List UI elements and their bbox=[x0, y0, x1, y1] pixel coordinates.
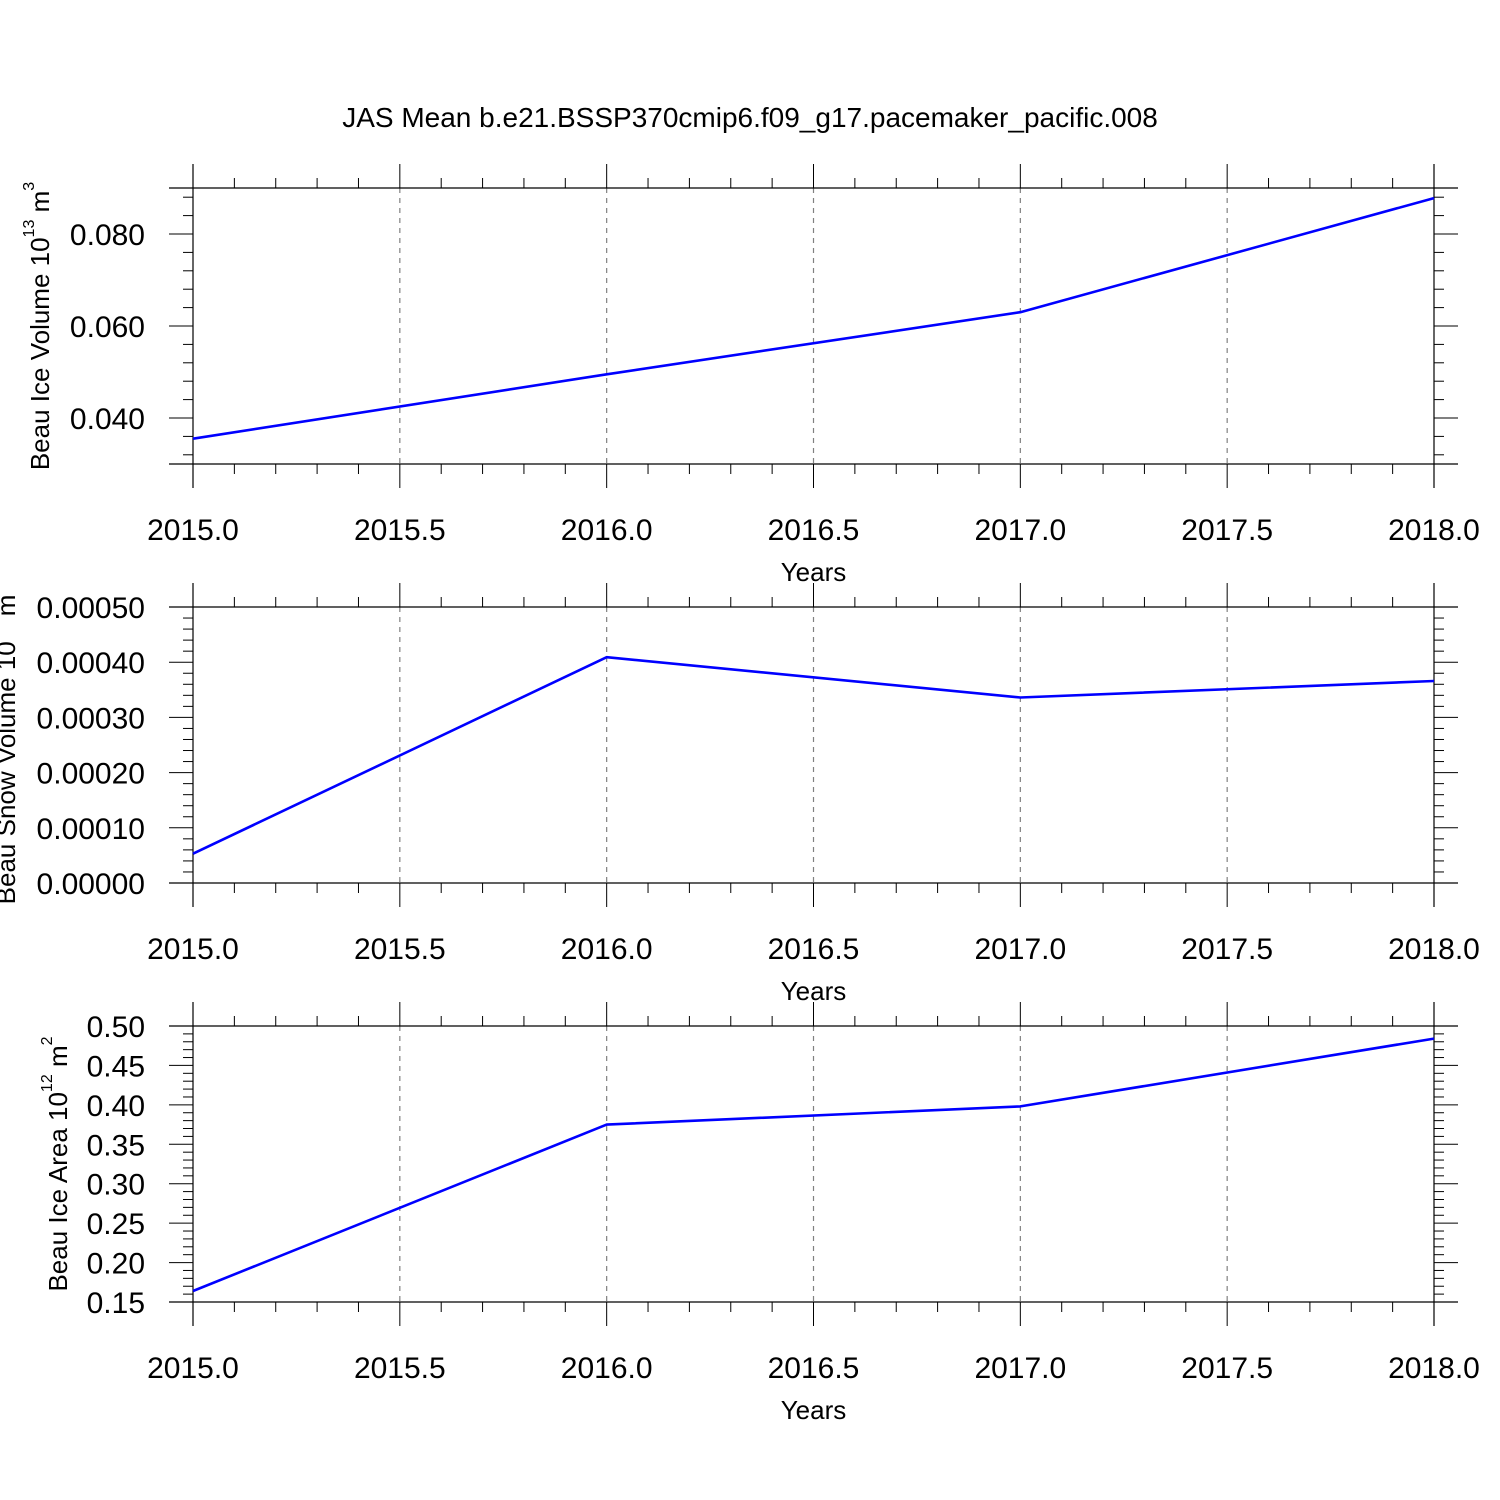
data-line bbox=[192, 196, 1435, 440]
x-axis-label: Years bbox=[781, 557, 847, 587]
y-axis-label: Beau Ice Volume 1013 m3 bbox=[21, 182, 55, 470]
x-tick-label: 2016.0 bbox=[561, 933, 653, 966]
y-tick-label: 0.00030 bbox=[37, 702, 145, 735]
y-tick-label: 0.45 bbox=[87, 1050, 145, 1083]
chart-panel-3: 2015.0 2015.5 2016.0 2016.5 2017.0 2017.5 2018… bbox=[39, 1002, 1480, 1425]
y-tick-label: 0.15 bbox=[87, 1287, 145, 1320]
y-tick-label: 0.060 bbox=[70, 311, 145, 344]
x-tick-label: 2015.5 bbox=[354, 933, 446, 966]
y-axis-label-part: Beau Snow Volume 10 bbox=[0, 641, 21, 904]
y-tick-label: 0.25 bbox=[87, 1208, 145, 1241]
y-tick-label: 0.080 bbox=[70, 219, 145, 252]
x-tick-label: 2016.0 bbox=[561, 514, 653, 547]
y-axis-label-part: 12 bbox=[39, 1074, 56, 1092]
x-tick-label: 2016.5 bbox=[768, 1352, 860, 1385]
y-axis-label: Beau Snow Volume 1013 m3 bbox=[0, 586, 21, 905]
y-axis-label-part: Beau Ice Volume 10 bbox=[25, 237, 55, 470]
x-tick-label: 2017.5 bbox=[1181, 1352, 1273, 1385]
x-tick-label: 2018.0 bbox=[1388, 1352, 1480, 1385]
y-tick-label: 0.00050 bbox=[37, 592, 145, 625]
y-tick-label: 0.040 bbox=[70, 403, 145, 436]
x-tick-label: 2017.0 bbox=[974, 514, 1066, 547]
x-tick-label: 2015.5 bbox=[354, 1352, 446, 1385]
x-tick-label: 2016.5 bbox=[768, 933, 860, 966]
y-tick-label: 0.30 bbox=[87, 1169, 145, 1202]
y-axis-label: Beau Ice Area 1012 m2 bbox=[39, 1036, 73, 1291]
x-tick-label: 2018.0 bbox=[1388, 514, 1480, 547]
x-tick-label: 2015.5 bbox=[354, 514, 446, 547]
chart-panel-1: 2015.0 2015.5 2016.0 2016.5 2017.0 2017.5 2018… bbox=[21, 164, 1480, 587]
x-axis-label: Years bbox=[781, 1395, 847, 1425]
x-tick-label: 2017.0 bbox=[974, 933, 1066, 966]
y-tick-label: 0.00000 bbox=[37, 868, 145, 901]
x-tick-label: 2017.0 bbox=[974, 1352, 1066, 1385]
y-axis-label-part: m bbox=[25, 191, 55, 220]
y-tick-label: 0.50 bbox=[87, 1011, 145, 1044]
y-tick-label: 0.00040 bbox=[37, 647, 145, 680]
x-tick-label: 2016.0 bbox=[561, 1352, 653, 1385]
x-tick-label: 2018.0 bbox=[1388, 933, 1480, 966]
y-tick-label: 0.00020 bbox=[37, 758, 145, 791]
x-tick-label: 2015.0 bbox=[147, 1352, 239, 1385]
y-axis-label-part: m bbox=[43, 1045, 73, 1074]
chart-panel-2: 2015.0 2015.5 2016.0 2016.5 2017.0 2017.5 2018… bbox=[0, 583, 1480, 1006]
y-tick-label: 0.00010 bbox=[37, 813, 145, 846]
x-tick-label: 2016.5 bbox=[768, 514, 860, 547]
x-tick-label: 2015.0 bbox=[147, 514, 239, 547]
y-axis-label-part: 13 bbox=[0, 623, 4, 641]
y-axis-label-part: 2 bbox=[39, 1036, 56, 1045]
data-line bbox=[192, 1037, 1435, 1293]
y-axis-label-part: Beau Ice Area 10 bbox=[43, 1092, 73, 1291]
y-axis-label-part: 3 bbox=[0, 586, 4, 595]
x-axis-label: Years bbox=[781, 976, 847, 1006]
y-tick-label: 0.35 bbox=[87, 1129, 145, 1162]
y-tick-label: 0.40 bbox=[87, 1090, 145, 1123]
x-tick-label: 2015.0 bbox=[147, 933, 239, 966]
x-tick-label: 2017.5 bbox=[1181, 514, 1273, 547]
y-axis-label-part: 3 bbox=[21, 182, 38, 191]
y-axis-label-part: 13 bbox=[21, 220, 38, 238]
x-tick-label: 2017.5 bbox=[1181, 933, 1273, 966]
y-axis-label-part: m bbox=[0, 595, 21, 624]
y-tick-label: 0.20 bbox=[87, 1248, 145, 1281]
figure-title: JAS Mean b.e21.BSSP370cmip6.f09_g17.pace… bbox=[342, 102, 1158, 133]
data-line bbox=[192, 655, 1435, 855]
